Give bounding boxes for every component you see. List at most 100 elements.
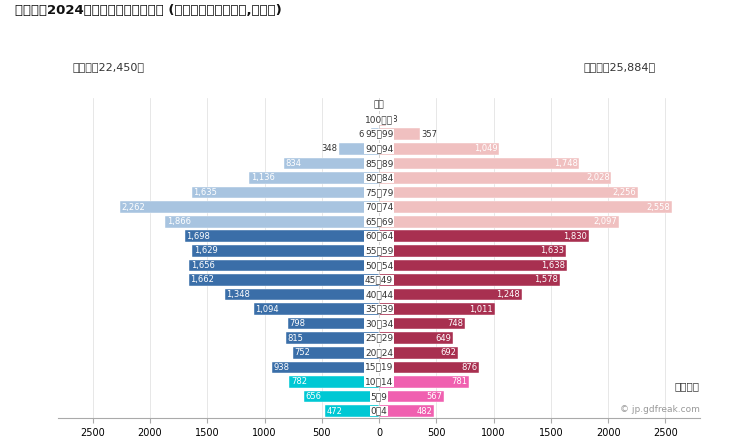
Text: 1,578: 1,578 — [534, 275, 558, 284]
Bar — [189, 274, 379, 286]
Bar — [254, 303, 379, 315]
Bar — [379, 259, 566, 271]
Text: 1,136: 1,136 — [251, 174, 275, 182]
Bar — [379, 231, 589, 242]
Text: 482: 482 — [417, 407, 432, 416]
Bar — [288, 318, 379, 329]
Text: 1,866: 1,866 — [167, 217, 191, 226]
Bar — [225, 289, 379, 300]
Bar — [192, 245, 379, 257]
Text: 357: 357 — [421, 130, 437, 139]
Text: 2,262: 2,262 — [122, 202, 145, 212]
Bar — [165, 216, 379, 227]
Bar — [379, 332, 453, 344]
Text: 男性計：22,450人: 男性計：22,450人 — [73, 62, 145, 72]
Text: 748: 748 — [447, 319, 463, 328]
Text: 649: 649 — [436, 334, 452, 343]
Text: 10～14: 10～14 — [365, 377, 393, 386]
Bar — [272, 361, 379, 373]
Bar — [371, 129, 379, 140]
Text: 40～44: 40～44 — [365, 290, 393, 299]
Bar — [249, 172, 379, 184]
Text: 1,011: 1,011 — [469, 304, 494, 314]
Text: 1,638: 1,638 — [541, 261, 565, 270]
Text: 単位：人: 単位：人 — [675, 382, 700, 392]
Bar — [379, 289, 522, 300]
Bar — [379, 201, 672, 213]
Text: © jp.gdfreak.com: © jp.gdfreak.com — [620, 405, 700, 414]
Bar — [379, 158, 580, 169]
Bar — [293, 347, 379, 359]
Text: 2,097: 2,097 — [594, 217, 617, 226]
Text: 752: 752 — [295, 348, 311, 357]
Bar — [289, 376, 379, 388]
Bar — [379, 129, 420, 140]
Bar — [379, 172, 612, 184]
Text: 60～64: 60～64 — [365, 232, 393, 241]
Bar — [304, 391, 379, 402]
Bar — [339, 143, 379, 155]
Text: 80～84: 80～84 — [365, 174, 393, 182]
Text: 95～99: 95～99 — [365, 130, 393, 139]
Bar — [379, 347, 459, 359]
Text: 1,348: 1,348 — [227, 290, 250, 299]
Text: 55～59: 55～59 — [365, 247, 393, 255]
Text: 834: 834 — [285, 159, 301, 168]
Text: 90～94: 90～94 — [365, 144, 393, 154]
Text: 656: 656 — [305, 392, 321, 401]
Text: 45～49: 45～49 — [365, 275, 393, 284]
Bar — [379, 376, 469, 388]
Text: 1: 1 — [372, 115, 377, 124]
Text: 2,028: 2,028 — [586, 174, 609, 182]
Bar — [379, 318, 465, 329]
Text: 815: 815 — [287, 334, 303, 343]
Text: 938: 938 — [273, 363, 289, 372]
Bar — [184, 231, 379, 242]
Text: 15～19: 15～19 — [365, 363, 393, 372]
Text: 85～89: 85～89 — [365, 159, 393, 168]
Bar — [286, 332, 379, 344]
Text: 1,698: 1,698 — [187, 232, 210, 241]
Bar — [379, 405, 434, 417]
Text: 68: 68 — [359, 130, 370, 139]
Text: 567: 567 — [426, 392, 443, 401]
Text: 782: 782 — [291, 377, 307, 386]
Text: 35～39: 35～39 — [365, 304, 393, 314]
Bar — [190, 259, 379, 271]
Text: 100歳～: 100歳～ — [365, 115, 393, 124]
Text: 30～34: 30～34 — [365, 319, 393, 328]
Text: 女性計：25,884人: 女性計：25,884人 — [584, 62, 656, 72]
Text: 1,656: 1,656 — [191, 261, 215, 270]
Text: 876: 876 — [461, 363, 477, 372]
Text: 1,748: 1,748 — [554, 159, 577, 168]
Text: 1,633: 1,633 — [540, 247, 564, 255]
Text: 0～4: 0～4 — [371, 407, 387, 416]
Text: 25～29: 25～29 — [365, 334, 393, 343]
Bar — [192, 187, 379, 198]
Bar — [379, 391, 444, 402]
Bar — [379, 143, 499, 155]
Bar — [379, 216, 620, 227]
Text: 1,248: 1,248 — [496, 290, 521, 299]
Bar — [379, 303, 495, 315]
Text: 1,629: 1,629 — [194, 247, 218, 255]
Bar — [325, 405, 379, 417]
Text: 50～54: 50～54 — [365, 261, 393, 270]
Text: 20～24: 20～24 — [365, 348, 393, 357]
Text: 不詳: 不詳 — [374, 101, 384, 109]
Text: 1,830: 1,830 — [563, 232, 587, 241]
Bar — [379, 114, 386, 125]
Bar — [379, 245, 566, 257]
Text: 781: 781 — [451, 377, 467, 386]
Text: 65～69: 65～69 — [365, 217, 393, 226]
Text: 798: 798 — [289, 319, 305, 328]
Text: 能代市の2024年１月１日の人口構成 (住民基本台帳ベース,総人口): 能代市の2024年１月１日の人口構成 (住民基本台帳ベース,総人口) — [15, 4, 281, 17]
Text: 1,662: 1,662 — [190, 275, 214, 284]
Text: 2,256: 2,256 — [612, 188, 636, 197]
Text: 2,558: 2,558 — [647, 202, 671, 212]
Text: 5～9: 5～9 — [370, 392, 388, 401]
Bar — [379, 274, 560, 286]
Text: 58: 58 — [387, 115, 398, 124]
Bar — [120, 201, 379, 213]
Text: 1,094: 1,094 — [255, 304, 279, 314]
